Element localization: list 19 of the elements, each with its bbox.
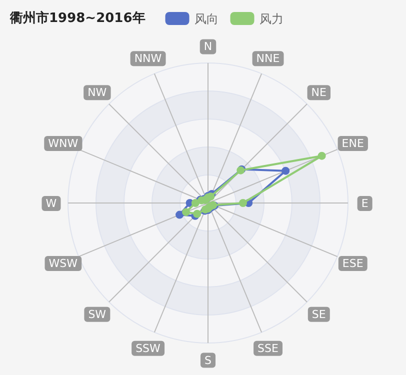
spoke-label: ESE [342, 257, 364, 270]
spoke-label: E [361, 197, 368, 210]
spoke-label: W [46, 197, 57, 210]
spoke-label: NNW [134, 52, 162, 66]
spoke-label: NW [88, 86, 107, 100]
spoke-label: SE [312, 308, 326, 321]
spoke-label: WNW [48, 136, 78, 150]
spoke-label: S [204, 354, 212, 367]
spoke-label: WSW [48, 257, 78, 270]
spoke-label: SW [88, 308, 106, 321]
spoke-label: NNE [256, 52, 280, 66]
spoke-label: ENE [342, 136, 364, 150]
spoke-label: SSW [136, 342, 161, 355]
chart-title: 衢州市1998~2016年 [9, 10, 146, 26]
legend-label: 风向 [194, 12, 218, 26]
spoke-label: N [204, 40, 212, 54]
legend-label: 风力 [259, 12, 284, 26]
spoke-label: NE [311, 86, 327, 100]
spoke-label: SSE [258, 342, 279, 355]
